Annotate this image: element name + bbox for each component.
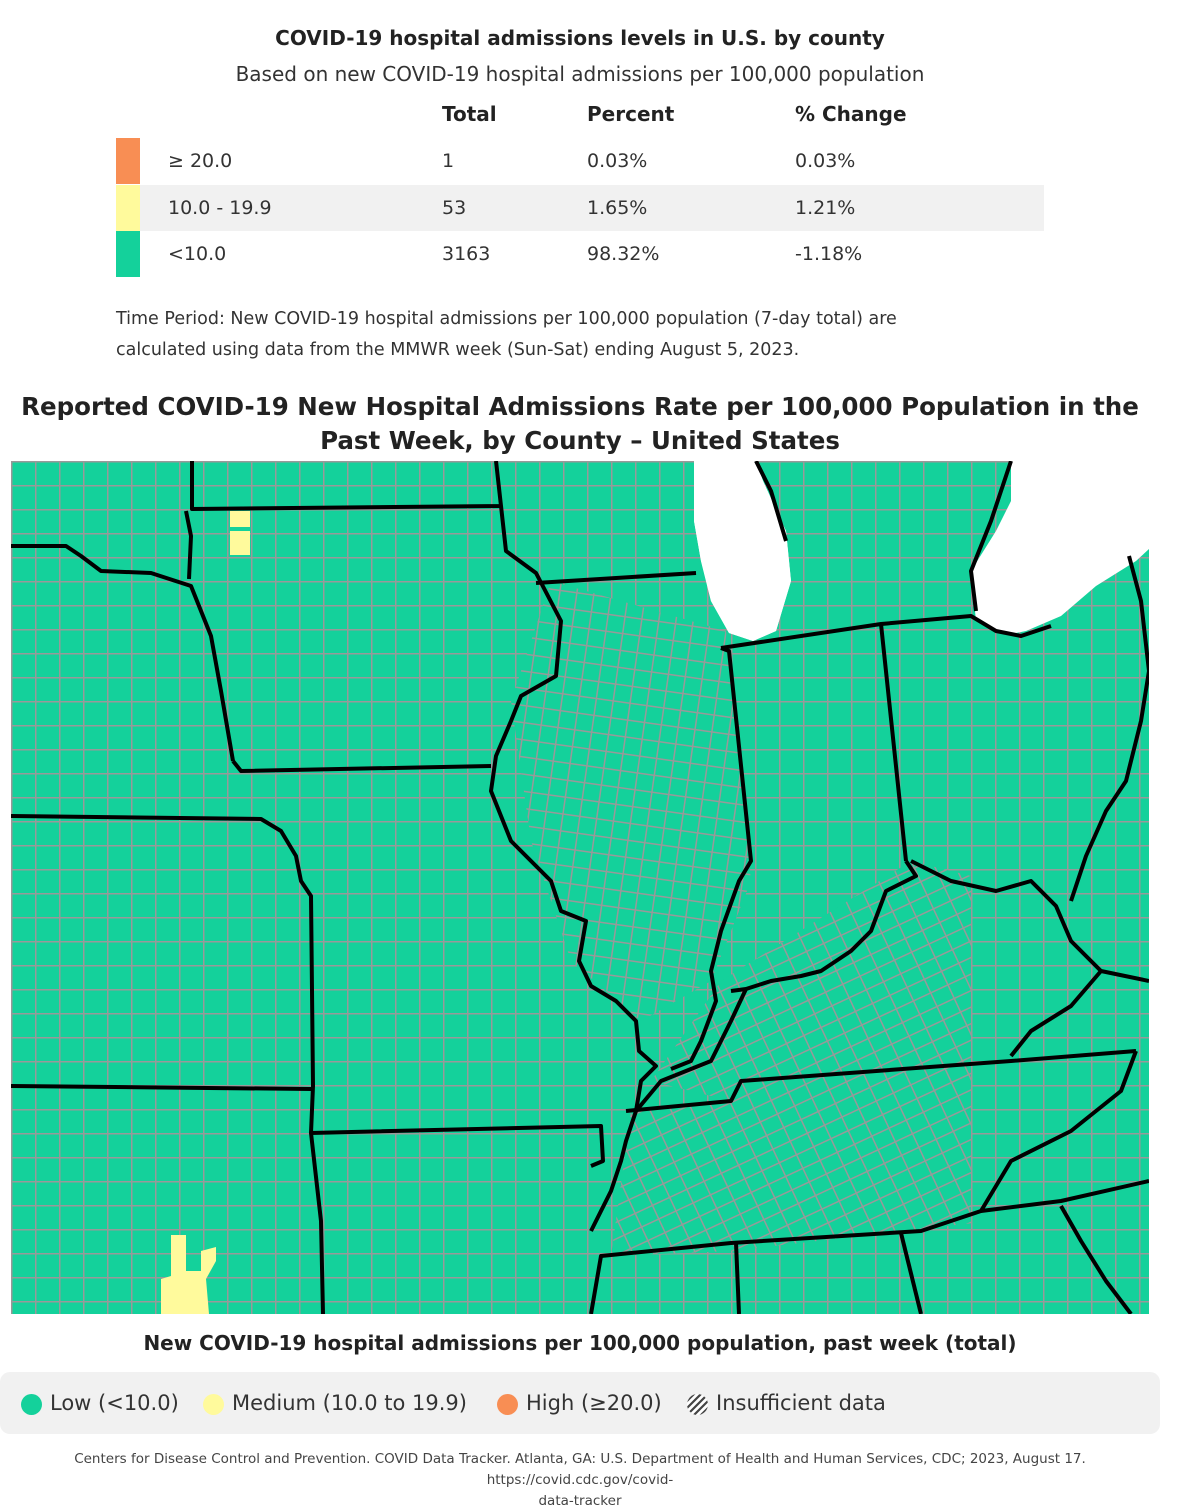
medium-county[interactable] [230,511,250,527]
high-legend-dot-icon[interactable] [497,1394,518,1415]
citation: Centers for Disease Control and Preventi… [0,1449,1160,1512]
low-swatch [116,231,140,277]
state-border-sd-ne [11,544,235,762]
lake-erie-shore [971,461,1149,636]
legend-high-label[interactable]: High (≥20.0) [526,1391,662,1415]
state-border-ia-mo [231,759,492,773]
state-border-oh-wv [910,859,1149,983]
state-borders [11,461,1149,1314]
state-border-oh-pa-wv [1069,555,1149,902]
state-border-wi-il [535,571,697,585]
state-border-oh-ky [730,859,918,993]
low-legend-dot-icon[interactable] [21,1394,42,1415]
table-row-low: <10.0 3163 98.32% -1.18% [116,231,1044,277]
state-border-ky-va [1009,969,1103,1058]
state-border-mi-oh [880,614,1052,638]
citation-line-2: data-tracker [538,1493,622,1509]
legend-insufficient-label[interactable]: Insufficient data [716,1391,886,1415]
page-title: COVID-19 hospital admissions levels in U… [275,26,885,50]
state-border-ne-ks-mo [11,814,325,1314]
row-total: 3163 [442,243,491,265]
row-label: <10.0 [168,243,227,265]
time-period-line-1: Time Period: New COVID-19 hospital admis… [116,309,897,329]
row-label: ≥ 20.0 [168,150,233,172]
medium-legend-dot-icon[interactable] [203,1394,224,1415]
hatched-circle-icon[interactable] [687,1394,708,1415]
row-percent: 0.03% [587,150,648,172]
medium-county[interactable] [230,531,250,555]
state-border-mi-wi [754,461,788,542]
state-border-ky-tn [625,1049,1137,1113]
map-title-line-2: Past Week, by County – United States [320,426,840,455]
row-percent: 1.65% [587,197,648,219]
map-legend: Low (<10.0) Medium (10.0 to 19.9) High (… [0,1372,1160,1434]
citation-line-1: Centers for Disease Control and Preventi… [74,1451,1086,1488]
high-swatch [116,138,140,184]
county-map[interactable] [11,461,1149,1314]
time-period-line-2: calculated using data from the MMWR week… [116,340,800,360]
state-border-ky-west [634,988,748,1113]
row-percent: 98.32% [587,243,660,265]
illinois-county-borders [511,581,751,1021]
ohio-county-borders [971,556,1149,1314]
state-border-il-in [670,646,753,1071]
row-total: 1 [442,150,455,172]
county-map-svg[interactable] [11,461,1149,1314]
legend-title: New COVID-19 hospital admissions per 100… [143,1331,1017,1355]
page-subtitle: Based on new COVID-19 hospital admission… [235,62,925,86]
row-change: -1.18% [795,243,863,265]
table-row-high: ≥ 20.0 1 0.03% 0.03% [116,138,1044,184]
state-border-al-ga [899,1232,923,1314]
state-border-mi-east [969,461,1013,612]
medium-county-cluster[interactable] [161,1235,216,1314]
row-change: 0.03% [795,150,856,172]
column-header-total: Total [442,102,497,126]
medium-swatch [116,185,140,231]
map-title-line-1: Reported COVID-19 New Hospital Admission… [21,392,1139,421]
state-border-mn-ia-top [190,461,503,511]
state-border-mn-sd [184,510,193,580]
state-border-ks-ok [11,1084,312,1091]
time-period-note: Time Period: New COVID-19 hospital admis… [116,304,1016,366]
state-border-ms-al [734,1242,741,1314]
lake-michigan-top [694,461,791,641]
row-label: 10.0 - 19.9 [168,197,272,219]
state-border-mo-ar [310,1124,605,1168]
state-border-nc-va [980,1179,1149,1213]
column-header-percent: Percent [587,102,675,126]
legend-medium-label[interactable]: Medium (10.0 to 19.9) [232,1391,467,1415]
row-change: 1.21% [795,197,856,219]
state-border-nc-sc [1059,1205,1133,1314]
legend-low-label[interactable]: Low (<10.0) [50,1391,179,1415]
map-title: Reported COVID-19 New Hospital Admission… [0,390,1160,458]
row-total: 53 [442,197,467,219]
column-header-change: % Change [795,102,907,126]
table-row-medium: 10.0 - 19.9 53 1.65% 1.21% [116,185,1044,231]
